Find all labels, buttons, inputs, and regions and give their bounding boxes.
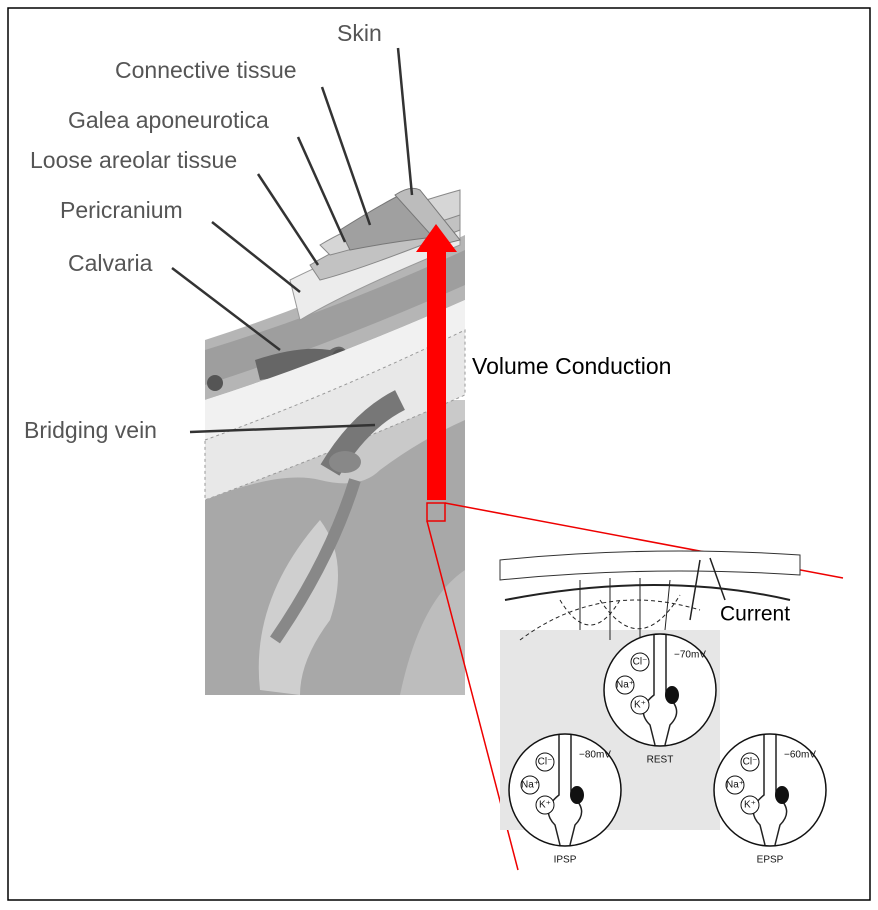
ion-label: Cl⁻: [538, 757, 553, 768]
arrow-label: Volume Conduction: [472, 353, 671, 379]
ion: [740, 795, 760, 815]
inset-label: Current: [720, 603, 790, 626]
layer-label: Skin: [337, 20, 382, 46]
nucleus: [775, 786, 789, 804]
panel-title: REST: [647, 755, 674, 766]
ion: [630, 652, 650, 672]
ion-label: K⁺: [634, 700, 646, 711]
ion: [615, 675, 635, 695]
ion-label: Cl⁻: [633, 657, 648, 668]
ion-label: Na⁺: [521, 780, 539, 791]
scalp-illustration: [204, 187, 466, 695]
ion: [630, 695, 650, 715]
ion-label: Na⁺: [616, 680, 634, 691]
panel-title: EPSP: [757, 855, 784, 866]
ion-label: Na⁺: [726, 780, 744, 791]
neuron-panel: −80mV Cl⁻ Na⁺K⁺ IPSP: [508, 733, 622, 866]
neuron-panel: −60mV Cl⁻ Na⁺K⁺ EPSP: [713, 733, 827, 866]
layer-label: Calvaria: [68, 250, 153, 276]
ion: [535, 752, 555, 772]
nucleus: [570, 786, 584, 804]
ion: [520, 775, 540, 795]
panel-title: IPSP: [554, 855, 577, 866]
potential-label: −60mV: [784, 750, 816, 761]
layer-label: Pericranium: [60, 197, 183, 223]
layer-label: Bridging vein: [24, 417, 157, 443]
nucleus: [665, 686, 679, 704]
neuron-panel: −70mV Cl⁻ Na⁺K⁺ REST: [603, 633, 717, 766]
layer-label: Connective tissue: [115, 57, 297, 83]
ion-label: Cl⁻: [743, 757, 758, 768]
layer-label: Loose areolar tissue: [30, 147, 237, 173]
potential-label: −70mV: [674, 650, 706, 661]
ion-label: K⁺: [539, 800, 551, 811]
ion: [535, 795, 555, 815]
potential-label: −80mV: [579, 750, 611, 761]
volume-conduction-arrow: [416, 224, 844, 871]
ion-label: K⁺: [744, 800, 756, 811]
layer-label: Galea aponeurotica: [68, 107, 269, 133]
leader-lines: [171, 47, 414, 434]
ion: [740, 752, 760, 772]
ion: [725, 775, 745, 795]
